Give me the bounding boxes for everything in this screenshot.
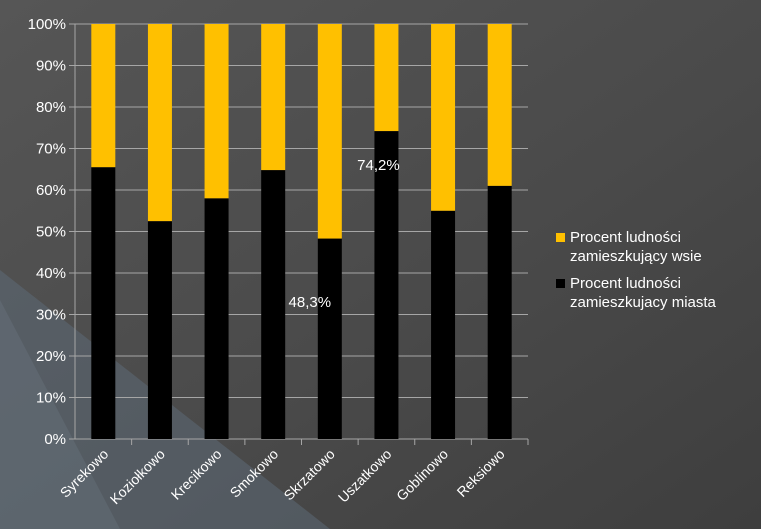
bar-segment-rural: [317, 24, 342, 239]
bar-segment-urban: [374, 131, 399, 439]
x-tick-label: Uszatkowo: [335, 446, 395, 506]
y-tick-label: 0%: [44, 431, 66, 448]
y-tick-label: 20%: [36, 348, 66, 365]
legend-swatch-urban: [556, 279, 565, 288]
x-tick-label: Goblinowo: [393, 446, 451, 504]
bar-segment-urban: [91, 167, 116, 440]
bar-segment-urban: [204, 198, 229, 439]
bar-segment-rural: [147, 24, 172, 222]
bar-segment-rural: [431, 24, 456, 211]
bar-segment-urban: [147, 221, 172, 439]
legend-label-rural: Procent ludności zamieszkujący wsie: [570, 229, 702, 265]
x-tick-label: Krecikowo: [168, 446, 225, 503]
data-label: 74,2%: [357, 157, 400, 174]
bar-segment-urban: [431, 210, 456, 439]
y-tick-label: 80%: [36, 99, 66, 116]
bar-segment-rural: [204, 24, 229, 199]
bar-segment-rural: [374, 24, 399, 132]
y-tick-label: 90%: [36, 58, 66, 75]
y-tick-label: 100%: [28, 16, 66, 33]
legend-swatch-rural: [556, 233, 565, 242]
bar-segment-urban: [317, 238, 342, 439]
legend-item-rural: Procent ludności zamieszkujący wsie: [556, 228, 761, 266]
bar-segment-rural: [91, 24, 116, 168]
x-tick-label: Smokowo: [227, 446, 282, 501]
legend-label-urban: Procent ludności zamieszkujacy miasta: [570, 275, 716, 311]
bar-segment-urban: [487, 185, 512, 439]
y-tick-label: 30%: [36, 307, 66, 324]
y-tick-label: 70%: [36, 141, 66, 158]
chart-legend: Procent ludności zamieszkujący wsie Proc…: [556, 228, 761, 320]
x-tick-label: Syrekowo: [57, 446, 112, 501]
x-tick-label: Skrzatowo: [280, 446, 338, 504]
bar-segment-rural: [261, 24, 286, 171]
x-tick-label: Reksiowo: [454, 446, 508, 500]
y-tick-label: 40%: [36, 265, 66, 282]
y-tick-label: 50%: [36, 224, 66, 241]
background-decoration: [0, 300, 120, 529]
bar-segment-rural: [487, 24, 512, 186]
bar-segment-urban: [261, 170, 286, 439]
y-tick-label: 60%: [36, 182, 66, 199]
x-tick-label: Koziołkowo: [107, 446, 169, 508]
y-tick-label: 10%: [36, 390, 66, 407]
data-label: 48,3%: [289, 294, 332, 311]
legend-item-urban: Procent ludności zamieszkujacy miasta: [556, 274, 761, 312]
